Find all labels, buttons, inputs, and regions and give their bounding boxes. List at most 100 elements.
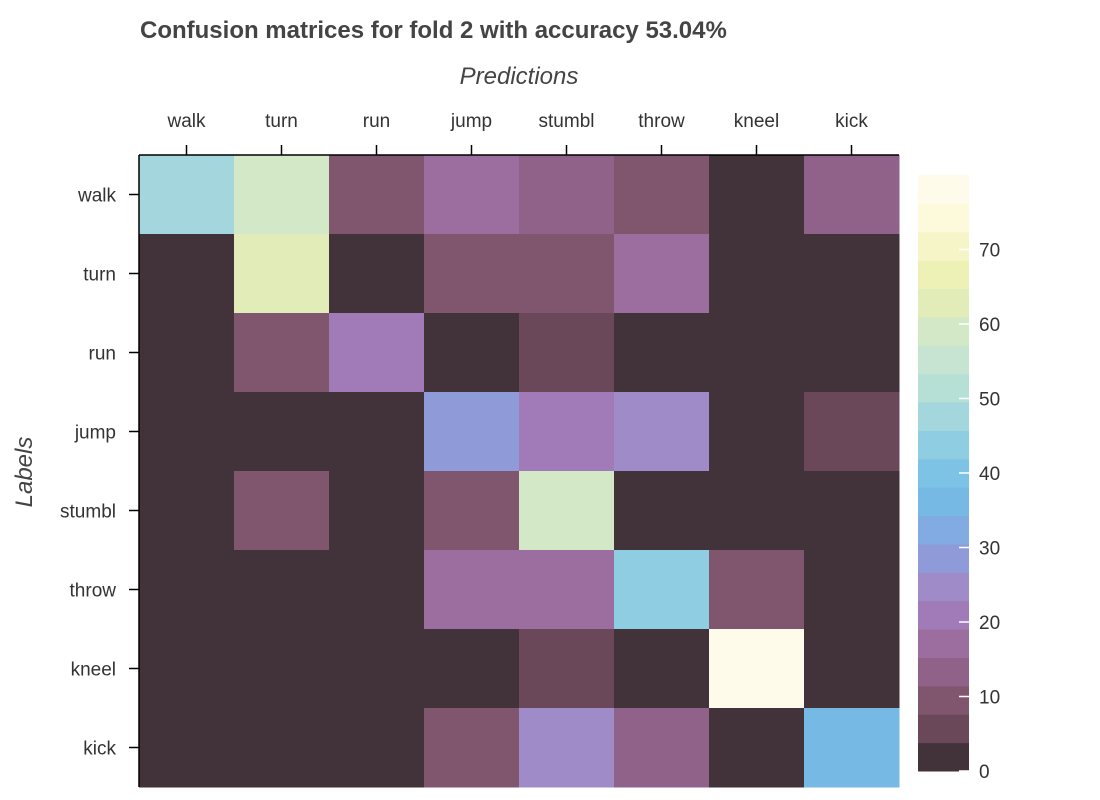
heatmap-cell-kick-jump bbox=[424, 708, 520, 788]
heatmap-cell-stumbl-stumbl bbox=[519, 471, 615, 551]
heatmap-cell-stumbl-jump bbox=[424, 471, 520, 551]
heatmap-cell-turn-turn bbox=[234, 234, 330, 314]
heatmap-cell-run-walk bbox=[139, 313, 235, 393]
heatmap-cell-run-turn bbox=[234, 313, 330, 393]
heatmap-cell-jump-jump bbox=[424, 392, 520, 472]
colorbar-band bbox=[918, 742, 969, 772]
heatmap-cell-jump-kick bbox=[804, 392, 900, 472]
y-axis-ticks: walk turn run jump stumbl throw kneel kick bbox=[60, 186, 139, 760]
heatmap-cell-turn-kneel bbox=[709, 234, 805, 314]
heatmap-cell-kneel-throw bbox=[614, 629, 710, 709]
heatmap-cell-throw-turn bbox=[234, 550, 330, 630]
colorbar-band bbox=[918, 487, 969, 517]
colorbar-tick-label: 30 bbox=[979, 539, 1000, 560]
colorbar: 0 10 20 30 40 50 60 70 bbox=[918, 175, 1000, 783]
heatmap-cell-throw-stumbl bbox=[519, 550, 615, 630]
x-tick-label-jump: jump bbox=[450, 111, 492, 132]
heatmap-cell-walk-walk bbox=[139, 155, 235, 235]
x-axis-label: Predictions bbox=[460, 63, 579, 90]
y-tick-label-kneel: kneel bbox=[71, 660, 116, 681]
heatmap-cell-walk-kick bbox=[804, 155, 900, 235]
x-tick-label-stumbl: stumbl bbox=[539, 111, 595, 132]
colorbar-band bbox=[918, 685, 969, 715]
heatmap-cell-kneel-turn bbox=[234, 629, 330, 709]
heatmap-cell-turn-stumbl bbox=[519, 234, 615, 314]
heatmap-cell-throw-kick bbox=[804, 550, 900, 630]
colorbar-tick-label: 0 bbox=[979, 762, 990, 783]
heatmap-cell-throw-run bbox=[329, 550, 425, 630]
heatmap-cell-kick-kneel bbox=[709, 708, 805, 788]
colorbar-band bbox=[918, 572, 969, 602]
y-tick-label-throw: throw bbox=[70, 581, 117, 602]
colorbar-tick-label: 60 bbox=[979, 315, 1000, 336]
y-tick-label-kick: kick bbox=[83, 739, 116, 760]
colorbar-band bbox=[918, 260, 969, 290]
heatmap-cell-kneel-stumbl bbox=[519, 629, 615, 709]
x-axis-ticks: walk turn run jump stumbl throw kneel kick bbox=[166, 111, 868, 155]
x-tick-label-run: run bbox=[363, 111, 390, 132]
y-axis-label: Labels bbox=[11, 437, 38, 508]
heatmap-cell-turn-run bbox=[329, 234, 425, 314]
colorbar-tick-label: 70 bbox=[979, 241, 1000, 262]
colorbar-band bbox=[918, 316, 969, 346]
heatmap-cells bbox=[138, 154, 900, 788]
colorbar-band bbox=[918, 600, 969, 630]
colorbar-band bbox=[918, 430, 969, 460]
heatmap-cell-stumbl-kneel bbox=[709, 471, 805, 551]
x-tick-label-kick: kick bbox=[835, 111, 868, 132]
heatmap-cell-run-stumbl bbox=[519, 313, 615, 393]
heatmap-cell-kick-throw bbox=[614, 708, 710, 788]
heatmap-cell-jump-stumbl bbox=[519, 392, 615, 472]
heatmap-cell-stumbl-kick bbox=[804, 471, 900, 551]
colorbar-band bbox=[918, 288, 969, 318]
heatmap-cell-jump-throw bbox=[614, 392, 710, 472]
y-tick-label-turn: turn bbox=[83, 265, 116, 286]
heatmap-cell-kick-turn bbox=[234, 708, 330, 788]
heatmap-cell-walk-kneel bbox=[709, 155, 805, 235]
x-tick-label-kneel: kneel bbox=[734, 111, 779, 132]
y-tick-label-run: run bbox=[89, 344, 116, 365]
colorbar-band bbox=[918, 629, 969, 658]
heatmap-cell-kneel-walk bbox=[139, 629, 235, 709]
heatmap-cell-kick-kick bbox=[804, 708, 900, 788]
heatmap-cell-throw-kneel bbox=[709, 550, 805, 630]
colorbar-band bbox=[918, 231, 969, 261]
colorbar-band bbox=[918, 657, 969, 687]
chart-title: Confusion matrices for fold 2 with accur… bbox=[140, 17, 727, 44]
heatmap-cell-run-jump bbox=[424, 313, 520, 393]
colorbar-band bbox=[918, 402, 969, 431]
heatmap-cell-run-throw bbox=[614, 313, 710, 393]
colorbar-band bbox=[918, 515, 969, 545]
heatmap-cell-walk-run bbox=[329, 155, 425, 235]
heatmap-cell-throw-throw bbox=[614, 550, 710, 630]
heatmap-cell-stumbl-throw bbox=[614, 471, 710, 551]
colorbar-tick-label: 20 bbox=[979, 613, 1000, 634]
heatmap-cell-jump-run bbox=[329, 392, 425, 472]
heatmap-cell-throw-walk bbox=[139, 550, 235, 630]
x-tick-label-turn: turn bbox=[265, 111, 298, 132]
heatmap-cell-throw-jump bbox=[424, 550, 520, 630]
colorbar-band bbox=[918, 203, 969, 233]
heatmap-cell-run-run bbox=[329, 313, 425, 393]
heatmap-cell-walk-jump bbox=[424, 155, 520, 235]
heatmap-cell-kick-walk bbox=[139, 708, 235, 788]
colorbar-band bbox=[918, 345, 969, 375]
colorbar-tick-label: 10 bbox=[979, 688, 1000, 709]
heatmap-cell-jump-turn bbox=[234, 392, 330, 472]
x-tick-label-throw: throw bbox=[638, 111, 685, 132]
heatmap-cell-walk-turn bbox=[234, 155, 330, 235]
colorbar-tick-label: 50 bbox=[979, 390, 1000, 411]
heatmap-cell-walk-stumbl bbox=[519, 155, 615, 235]
heatmap-cell-stumbl-walk bbox=[139, 471, 235, 551]
heatmap-cell-kick-run bbox=[329, 708, 425, 788]
heatmap-cell-walk-throw bbox=[614, 155, 710, 235]
heatmap-cell-turn-kick bbox=[804, 234, 900, 314]
heatmap-cell-kneel-jump bbox=[424, 629, 520, 709]
colorbar-band bbox=[918, 175, 969, 204]
x-tick-label-walk: walk bbox=[166, 111, 206, 132]
heatmap-cell-turn-throw bbox=[614, 234, 710, 314]
heatmap-cell-kneel-kick bbox=[804, 629, 900, 709]
heatmap-cell-kneel-run bbox=[329, 629, 425, 709]
y-tick-label-jump: jump bbox=[74, 423, 116, 444]
